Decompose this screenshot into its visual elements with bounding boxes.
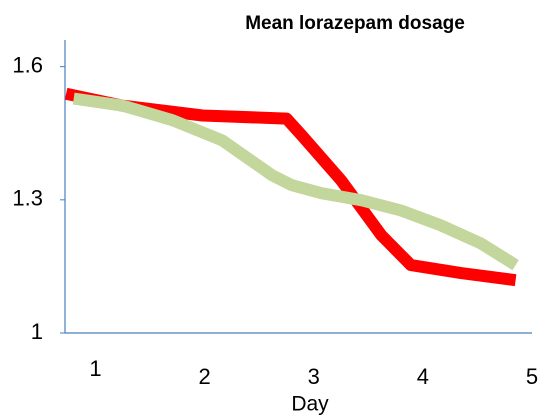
y-tick-label: 1 [31, 319, 43, 344]
x-axis-label: Day [291, 393, 329, 416]
series-line [64, 87, 517, 287]
y-tick-label: 1.6 [12, 52, 43, 77]
y-tick-label: 1.3 [12, 186, 43, 211]
series-line [72, 92, 519, 271]
x-tick-label: 1 [89, 356, 101, 381]
chart-title: Mean lorazepam dosage [245, 13, 465, 34]
x-tick-label: 5 [526, 364, 538, 389]
x-tick-label: 2 [199, 364, 211, 389]
x-tick-label: 4 [417, 364, 429, 389]
x-tick-label: 3 [308, 364, 320, 389]
